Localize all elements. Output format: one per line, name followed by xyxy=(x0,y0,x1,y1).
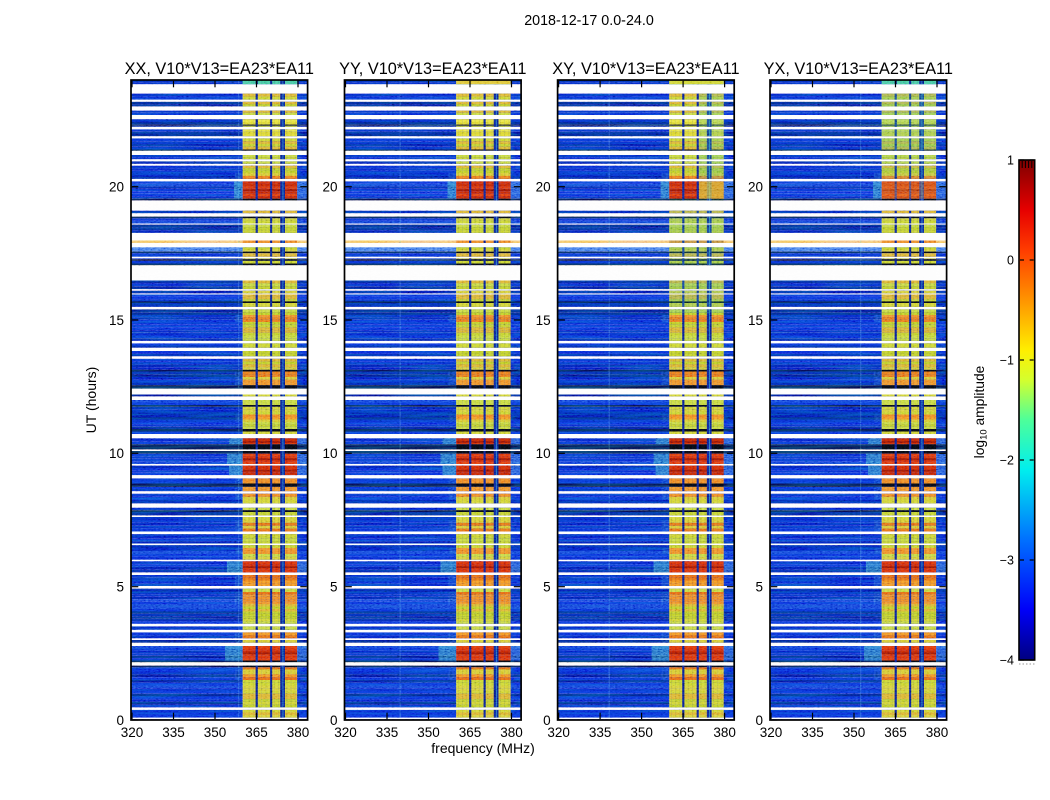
svg-text:350: 350 xyxy=(843,725,866,740)
svg-text:2018-12-17 0.0-24.0: 2018-12-17 0.0-24.0 xyxy=(524,13,654,29)
svg-text:335: 335 xyxy=(162,725,185,740)
svg-text:380: 380 xyxy=(926,725,949,740)
svg-text:0: 0 xyxy=(330,713,338,728)
svg-text:320: 320 xyxy=(547,725,570,740)
svg-text:5: 5 xyxy=(330,580,338,595)
svg-text:20: 20 xyxy=(109,180,124,195)
svg-text:380: 380 xyxy=(500,725,523,740)
svg-text:frequency (MHz): frequency (MHz) xyxy=(431,740,534,756)
svg-text:380: 380 xyxy=(287,725,310,740)
svg-text:15: 15 xyxy=(748,313,763,328)
svg-text:15: 15 xyxy=(109,313,124,328)
svg-text:XY, V10*V13=EA23*EA11: XY, V10*V13=EA23*EA11 xyxy=(552,60,739,78)
svg-text:10: 10 xyxy=(536,446,551,461)
svg-text:−2: −2 xyxy=(1000,454,1014,468)
svg-text:10: 10 xyxy=(748,446,763,461)
svg-text:350: 350 xyxy=(630,725,653,740)
svg-text:YX, V10*V13=EA23*EA11: YX, V10*V13=EA23*EA11 xyxy=(764,60,953,78)
svg-text:5: 5 xyxy=(116,580,124,595)
svg-text:5: 5 xyxy=(543,580,551,595)
svg-text:−1: −1 xyxy=(1000,354,1014,368)
svg-text:5: 5 xyxy=(755,580,763,595)
svg-text:20: 20 xyxy=(748,180,763,195)
svg-text:YY, V10*V13=EA23*EA11: YY, V10*V13=EA23*EA11 xyxy=(339,60,526,78)
svg-text:10: 10 xyxy=(109,446,124,461)
svg-text:380: 380 xyxy=(713,725,736,740)
svg-text:350: 350 xyxy=(417,725,440,740)
svg-text:15: 15 xyxy=(536,313,551,328)
svg-text:335: 335 xyxy=(801,725,824,740)
svg-text:log10 amplitude: log10 amplitude xyxy=(972,365,990,458)
svg-text:365: 365 xyxy=(884,725,907,740)
svg-text:20: 20 xyxy=(322,180,337,195)
svg-text:10: 10 xyxy=(322,446,337,461)
svg-text:0: 0 xyxy=(116,713,124,728)
svg-text:−3: −3 xyxy=(1000,554,1014,568)
svg-text:350: 350 xyxy=(204,725,227,740)
svg-text:0: 0 xyxy=(1007,254,1014,268)
svg-text:365: 365 xyxy=(672,725,695,740)
svg-text:15: 15 xyxy=(322,313,337,328)
svg-text:320: 320 xyxy=(334,725,357,740)
svg-text:320: 320 xyxy=(121,725,144,740)
svg-text:−4: −4 xyxy=(1000,654,1014,668)
svg-text:365: 365 xyxy=(459,725,482,740)
svg-text:0: 0 xyxy=(755,713,763,728)
svg-text:1: 1 xyxy=(1007,154,1014,168)
svg-text:365: 365 xyxy=(245,725,268,740)
svg-text:335: 335 xyxy=(589,725,612,740)
svg-text:XX, V10*V13=EA23*EA11: XX, V10*V13=EA23*EA11 xyxy=(125,60,314,78)
svg-text:320: 320 xyxy=(760,725,783,740)
svg-text:0: 0 xyxy=(543,713,551,728)
svg-text:335: 335 xyxy=(376,725,399,740)
svg-text:UT (hours): UT (hours) xyxy=(83,367,99,434)
svg-text:20: 20 xyxy=(536,180,551,195)
